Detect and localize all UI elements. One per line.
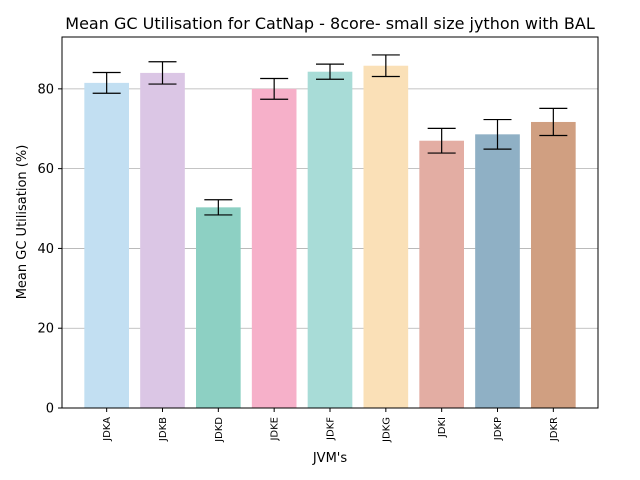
x-axis-ticks: JDKA JDKB JDKD JDKE JDKF JDKG JDKI JDKP JDKR [102,408,560,443]
y-tick-label: 0 [46,402,54,417]
bar-jdkb [140,72,185,408]
x-tick-label-jdki: JDKI [437,417,448,438]
x-tick-label-jdkg: JDKG [381,417,392,443]
y-tick-label: 20 [37,322,54,337]
x-tick-label-jdke: JDKE [270,417,281,442]
y-tick-label: 40 [37,242,54,257]
error-bars [92,54,568,216]
y-axis-label: Mean GC Utilisation (%) [15,145,30,300]
bar-jdkg [363,65,409,408]
x-tick-label-jdkd: JDKD [214,417,225,443]
bar-jdkd [196,207,241,408]
y-tick-label: 60 [37,162,54,177]
bar-jdkf [307,71,353,408]
bar-jdka [84,82,129,408]
bar-jdke [251,88,297,408]
x-tick-label-jdka: JDKA [102,417,113,442]
x-axis-label: JVM's [312,451,348,466]
y-tick-label: 80 [37,82,54,97]
bar-jdki [419,140,464,408]
bar-jdkp [475,134,520,408]
chart-title: Mean GC Utilisation for CatNap - 8core- … [65,14,595,33]
x-tick-label-jdkb: JDKB [158,417,169,442]
x-tick-label-jdkf: JDKF [326,417,337,441]
bars [84,65,576,408]
x-tick-label-jdkp: JDKP [493,417,504,441]
bar-jdkr [531,121,576,408]
x-tick-label-jdkr: JDKR [549,417,560,442]
y-axis-ticks: 0 20 40 60 80 [37,82,62,417]
